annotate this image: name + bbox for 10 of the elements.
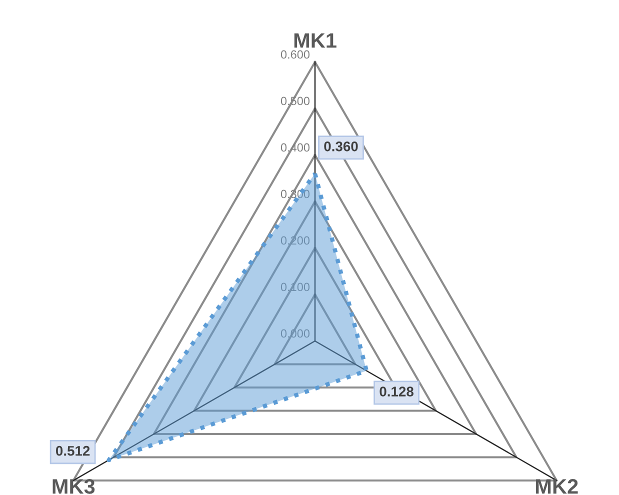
data-label: 0.512 — [56, 446, 90, 456]
spoke-label: MK1 — [294, 33, 336, 48]
y-tick-label: 0.600 — [280, 50, 310, 59]
y-tick-label: 0.100 — [280, 282, 310, 292]
data-label: 0.360 — [324, 141, 358, 152]
y-tick-label: 0.200 — [280, 236, 310, 245]
y-tick-label: 0.000 — [280, 329, 310, 338]
spoke-label: MK2 — [536, 479, 578, 494]
spoke-label: MK3 — [52, 479, 95, 494]
data-label: 0.128 — [380, 386, 414, 396]
